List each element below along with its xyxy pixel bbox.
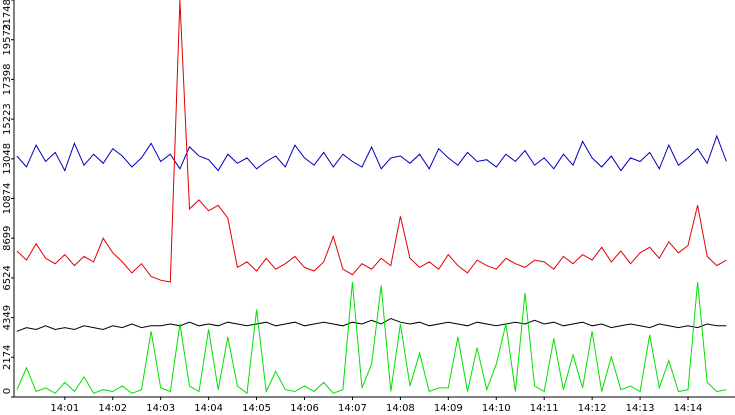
y-tick-label: 0 xyxy=(2,388,13,394)
y-tick-label: 8699 xyxy=(2,225,13,250)
x-tick-label: 14:05 xyxy=(242,403,271,414)
x-tick-label: 14:11 xyxy=(530,403,559,414)
series-line xyxy=(16,0,727,283)
y-tick-label: 4349 xyxy=(2,305,13,330)
y-tick-label: 21748 xyxy=(2,0,13,31)
y-tick-label: 10874 xyxy=(2,183,13,215)
x-tick-label: 14:06 xyxy=(290,403,319,414)
y-tick-label: 13048 xyxy=(2,143,13,175)
x-tick-label: 14:02 xyxy=(98,403,127,414)
x-tick-label: 14:04 xyxy=(194,403,223,414)
x-tick-label: 14:12 xyxy=(578,403,607,414)
series-line xyxy=(16,281,727,395)
x-tick-label: 14:10 xyxy=(482,403,511,414)
y-tick-label: 17398 xyxy=(2,64,13,96)
series-line xyxy=(16,317,727,332)
x-tick-label: 14:08 xyxy=(386,403,415,414)
x-tick-label: 14:13 xyxy=(626,403,655,414)
x-tick-label: 14:07 xyxy=(338,403,367,414)
x-tick-label: 14:03 xyxy=(146,403,175,414)
x-tick-label: 14:14 xyxy=(674,403,703,414)
y-tick-label: 2174 xyxy=(2,345,13,370)
y-tick-label: 19573 xyxy=(2,24,13,56)
series-line xyxy=(16,134,727,172)
x-tick-label: 14:01 xyxy=(50,403,79,414)
y-tick-label: 6524 xyxy=(2,265,13,290)
x-tick-label: 14:09 xyxy=(434,403,463,414)
y-tick-label: 15223 xyxy=(2,103,13,135)
